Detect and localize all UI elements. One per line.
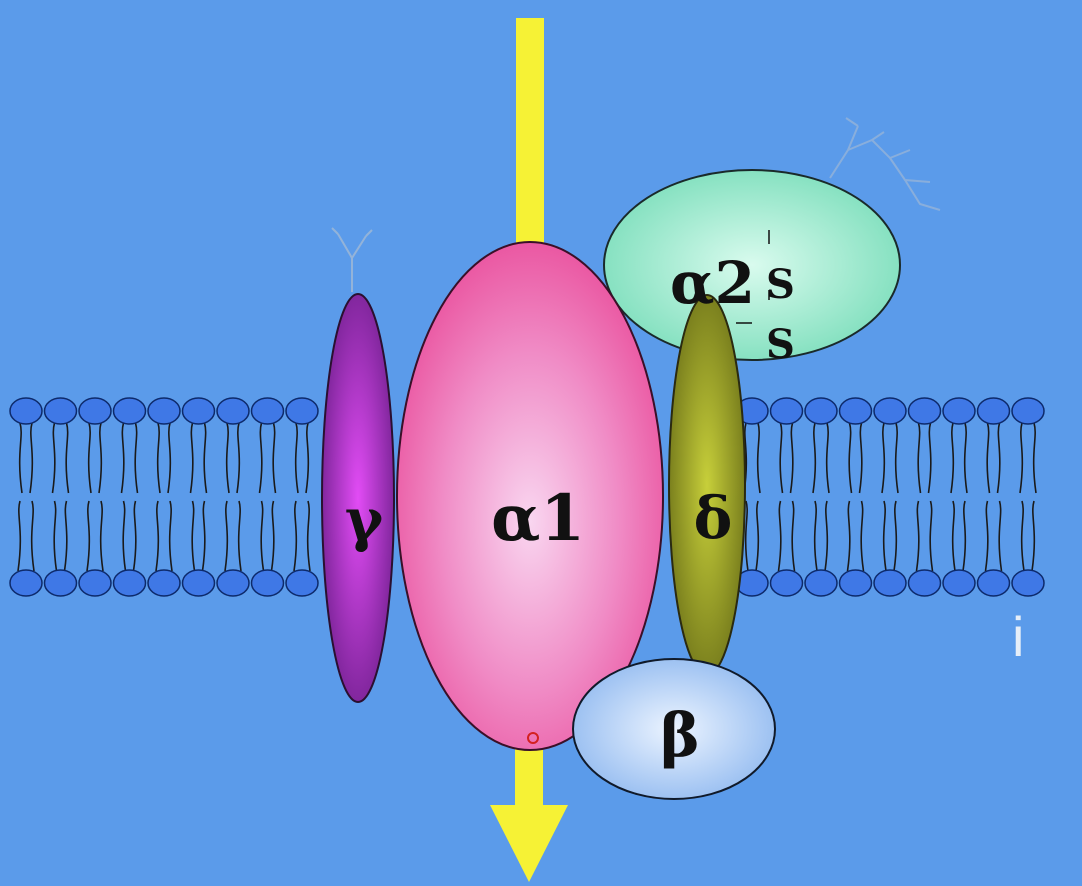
phospholipid-head [976,569,1011,597]
ion-flow-arrow-top [516,18,544,258]
phospholipid-head [907,397,942,425]
arrow-down-icon [490,805,568,882]
phospholipid-head [838,569,873,597]
phospholipid-head [285,569,319,597]
alpha1-label: α1 [491,481,585,556]
phospholipid-head [769,397,804,425]
phospholipid-head [1011,397,1045,425]
phospholipid-head [9,569,43,597]
phospholipid-head [804,397,838,425]
phospholipid-head [285,397,319,425]
phospholipid-head [769,569,804,597]
pointer-marker [527,732,539,744]
phospholipid-head [804,569,838,597]
phospholipid-head [147,397,181,425]
phospholipid-head [873,397,907,425]
phospholipid-head [1011,569,1045,597]
beta-label: β [660,701,700,771]
phospholipid-head [976,397,1011,425]
alpha2-subunit [603,169,901,361]
glycosylation-gamma-icon [331,227,373,292]
phospholipid-head [907,569,942,597]
alpha2-label: α2 [670,249,755,317]
phospholipid-head [78,397,112,425]
phospholipid-head [250,397,285,425]
phospholipid-head [942,397,976,425]
disulfide-bond [736,230,770,324]
phospholipid-head [216,397,250,425]
glycosylation-alpha2-icon [829,117,941,211]
phospholipid-head [112,397,147,425]
phospholipid-head [9,397,43,425]
alpha1-subunit [396,241,664,751]
phospholipid-head [43,569,78,597]
phospholipid-head [181,397,216,425]
delta-label: δ [694,484,733,552]
disulfide-s-lower: S [766,321,795,368]
lipid-bilayer [9,397,1045,597]
beta-subunit [572,658,776,800]
phospholipid-head [43,397,78,425]
phospholipid-head [216,569,250,597]
phospholipid-head [250,569,285,597]
phospholipid-head [942,569,976,597]
gamma-subunit [321,293,395,703]
phospholipid-head [78,569,112,597]
stray-mark: i [1012,605,1024,668]
phospholipid-head [112,569,147,597]
phospholipid-head [181,569,216,597]
phospholipid-head [147,569,181,597]
disulfide-s-upper: S [766,261,795,308]
gamma-label: γ [345,486,384,554]
phospholipid-head [838,397,873,425]
phospholipid-head [873,569,907,597]
